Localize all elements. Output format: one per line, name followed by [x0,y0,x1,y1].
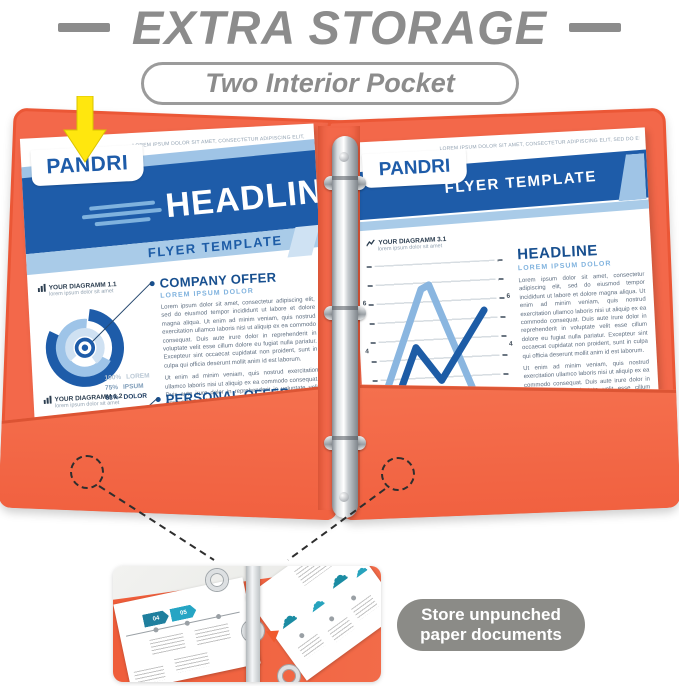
cloud-icon: ☁ [348,566,371,582]
ring-collar [332,176,358,180]
text-lines [133,665,166,682]
page-title: EXTRA STORAGE [131,1,548,54]
diagram-1-1-label-row: YOUR DIAGRAMM 1.1 [37,279,144,293]
timeline-dot [184,620,191,627]
magnifier-circle-left [70,455,104,489]
right-body-1: Lorem ipsum dolor sit amet, consectetur … [518,271,649,360]
donut-diagram-1 [45,308,125,387]
text-lines [194,623,231,647]
legend-value: 100% [104,373,122,382]
diagram-1-1-block: YOUR DIAGRAMM 1.1 lorem ipsum dolor sit … [37,279,145,299]
open-binder: LOREM IPSUM DOLOR SIT AMET, CONSECTETUR … [0,106,679,526]
section-bullet [149,281,155,287]
diagram-3-1-label-row: YOUR DIAGRAMM 3.1 [366,233,506,247]
inset-left-document: 04 05 [113,577,261,682]
line-chart: 6 4 2 6 4 2 [361,253,516,442]
diagram-3-1-block: YOUR DIAGRAMM 3.1 lorem ipsum dolor sit … [366,233,506,253]
timeline-badge: 04 [142,610,170,628]
connector-dot [328,615,336,623]
right-flyer-page: LOREM IPSUM DOLOR SIT AMET, CONSECTETUR … [349,127,662,455]
connector-dot [350,594,358,602]
connector-dot [298,632,306,640]
timeline-dot [152,626,159,633]
inset-ring [206,569,228,591]
diagram-1-2-block: YOUR DIAGRAMM 1.2 lorem ipsum dolor sit … [43,390,150,410]
company-offer-body-1: Lorem ipsum dolor sit amet, consectetur … [160,296,318,370]
diagram-1-2-label-row: YOUR DIAGRAMM 1.2 [43,390,149,405]
ring-collar [332,436,358,440]
legend-name: DOLOR [123,392,148,401]
legend-name: LOREM [125,372,150,381]
mechanism-rivet [339,152,349,162]
binder-left-cover: LOREM IPSUM DOLOR SIT AMET, CONSECTETUR … [0,107,352,521]
legend-value: 83% [105,394,119,402]
caption-line-2: paper documents [420,625,562,644]
yellow-pointer-arrow [63,96,107,163]
mini-bars-icon [37,283,46,293]
subtitle-badge: Two Interior Pocket [141,62,519,105]
inset-ring-bar [246,566,260,682]
section-bullet [155,396,161,403]
mini-line-icon [366,239,375,247]
ring-mechanism-bar [332,136,358,518]
timeline-dot [215,613,222,620]
inset-ring [278,665,300,682]
right-page-top-note: LOREM IPSUM DOLOR SIT AMET, CONSECTETUR … [439,135,640,152]
title-dash-right [569,23,622,33]
header-title-row: EXTRA STORAGE [0,2,679,54]
donut-legend: 100% LOREM 75% IPSUM 83% DOLOR [104,372,151,404]
text-lines [173,652,211,673]
binder-right-cover: LOREM IPSUM DOLOR SIT AMET, CONSECTETUR … [327,107,679,521]
title-dash-left [57,23,110,33]
inset-photo: 04 05 ☁ ☁ ☁ ☁ [113,566,381,682]
cloud-icon: ☁ [321,566,352,594]
mechanism-rivet [339,492,349,502]
legend-value: 75% [104,384,119,392]
cloud-icon: ☁ [303,590,328,617]
timeline-badge: 05 [169,604,197,622]
ring-collar [332,306,358,310]
caption-line-1: Store unpunched [421,605,561,625]
text-lines [149,632,186,656]
caption-pill: Store unpunched paper documents [397,599,585,651]
chart-series-lines [384,281,488,415]
magnifier-circle-right [381,457,415,491]
mini-bars-icon [43,395,52,405]
legend-name: IPSUM [122,382,144,391]
